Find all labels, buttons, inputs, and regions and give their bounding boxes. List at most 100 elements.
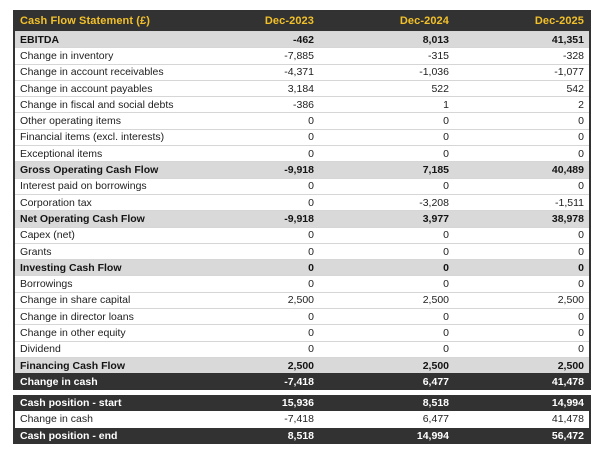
cell-value-dec-2024: 0 [443,278,449,291]
cell-value-dec-2023: 2,500 [287,359,314,372]
cell-value-dec-2023: -462 [292,33,314,46]
table-row: Corporation tax 0 -3,208 -1,511 [15,193,589,211]
cell-value-dec-2023: 0 [308,147,314,160]
cell-value-dec-2025: 38,978 [551,212,584,225]
table-row: Change in fiscal and social debts -386 1… [15,96,589,113]
cell-value-dec-2024: 0 [443,310,449,323]
cell-value-dec-2024: 7,185 [422,164,449,177]
cell-value-dec-2023: 15,936 [281,396,314,409]
table-row: Change in director loans 0 0 0 [15,308,589,325]
cell-value-dec-2024: 14,994 [416,429,449,442]
cell-value-dec-2025: 2,500 [557,294,584,307]
cell-value-dec-2023: 0 [308,180,314,193]
row-label: Change in share capital [20,294,131,307]
cash-flow-main-table: Cash Flow Statement (£) Dec-2023 Dec-202… [13,10,591,390]
row-label: Financing Cash Flow [20,359,126,372]
cell-value-dec-2025: 56,472 [551,429,584,442]
cell-value-dec-2024: 6,477 [422,375,449,388]
row-label: Change in account payables [20,82,153,95]
cell-value-dec-2024: 0 [443,131,449,144]
cell-value-dec-2023: 2,500 [287,294,314,307]
cell-value-dec-2023: 0 [308,196,314,209]
cell-value-dec-2023: -386 [292,98,314,111]
column-header-dec-2023: Dec-2023 [264,14,314,27]
cell-value-dec-2023: -9,918 [284,212,314,225]
row-label: Change in cash [20,413,93,426]
cell-value-dec-2023: 0 [308,131,314,144]
row-label: Change in director loans [20,310,134,323]
table-row: Cash position - end 8,518 14,994 56,472 [15,427,589,445]
cell-value-dec-2024: 0 [443,261,449,274]
cell-value-dec-2024: 0 [443,115,449,128]
table-row: Change in cash -7,418 6,477 41,478 [15,411,589,428]
row-label: Cash position - start [20,396,122,409]
row-label: Corporation tax [20,196,92,209]
cell-value-dec-2025: 41,478 [551,413,584,426]
cell-value-dec-2024: 3,977 [422,212,449,225]
cell-value-dec-2025: 0 [578,343,584,356]
cell-value-dec-2024: 0 [443,147,449,160]
table-row: Financial items (excl. interests) 0 0 0 [15,128,589,146]
row-label: EBITDA [20,33,60,46]
cell-value-dec-2025: 0 [578,245,584,258]
cell-value-dec-2024: -3,208 [419,196,449,209]
row-label: Change in fiscal and social debts [20,98,174,111]
cell-value-dec-2025: 0 [578,115,584,128]
cell-value-dec-2024: 2,500 [422,294,449,307]
table-row: Capex (net) 0 0 0 [15,226,589,243]
cell-value-dec-2024: 2,500 [422,359,449,372]
cell-value-dec-2024: 6,477 [422,413,449,426]
row-label: Financial items (excl. interests) [20,131,165,144]
row-label: Net Operating Cash Flow [20,212,145,225]
cell-value-dec-2024: 0 [443,245,449,258]
cell-value-dec-2024: 0 [443,343,449,356]
row-label: Change in account receivables [20,66,164,79]
cell-value-dec-2025: 41,351 [551,33,584,46]
cell-value-dec-2025: 0 [578,180,584,193]
cell-value-dec-2025: 0 [578,131,584,144]
cell-value-dec-2023: 0 [308,278,314,291]
table-row: Change in inventory -7,885 -315 -328 [15,47,589,64]
cell-value-dec-2023: -7,418 [284,375,314,388]
table-row: Net Operating Cash Flow -9,918 3,977 38,… [15,210,589,227]
cell-value-dec-2024: -1,036 [419,66,449,79]
table-row: Dividend 0 0 0 [15,340,589,357]
row-label: Other operating items [20,115,121,128]
column-header-dec-2024: Dec-2024 [399,14,449,27]
cell-value-dec-2023: 8,518 [287,429,314,442]
row-label: Dividend [20,343,61,356]
cell-value-dec-2024: 0 [443,326,449,339]
table-title: Cash Flow Statement (£) [20,14,151,27]
table-row: Cash position - start 15,936 8,518 14,99… [15,394,589,412]
cell-value-dec-2025: 0 [578,229,584,242]
cell-value-dec-2025: 40,489 [551,164,584,177]
section-divider [13,389,591,395]
cell-value-dec-2024: 8,013 [422,33,449,46]
cell-value-dec-2024: -315 [427,49,449,62]
table-row: Change in other equity 0 0 0 [15,324,589,341]
cell-value-dec-2023: -4,371 [284,66,314,79]
table-row: EBITDA -462 8,013 41,351 [15,31,589,48]
row-label: Exceptional items [20,147,103,160]
table-row: Change in cash -7,418 6,477 41,478 [15,373,589,390]
cash-flow-statement-table: Cash Flow Statement (£) Dec-2023 Dec-202… [13,10,591,445]
row-label: Gross Operating Cash Flow [20,164,159,177]
cell-value-dec-2023: 0 [308,115,314,128]
cell-value-dec-2023: -7,418 [284,413,314,426]
table-body: EBITDA -462 8,013 41,351 Change in inven… [15,31,589,390]
cell-value-dec-2023: 0 [308,261,314,274]
cell-value-dec-2025: 0 [578,310,584,323]
table-row: Change in account receivables -4,371 -1,… [15,63,589,80]
cell-value-dec-2025: -1,077 [554,66,584,79]
table-header-row: Cash Flow Statement (£) Dec-2023 Dec-202… [15,10,589,31]
cell-value-dec-2023: 0 [308,343,314,356]
table-row: Other operating items 0 0 0 [15,112,589,129]
table-row: Borrowings 0 0 0 [15,275,589,292]
cell-value-dec-2025: -1,511 [555,196,584,209]
table-row: Change in share capital 2,500 2,500 2,50… [15,291,589,309]
table-row: Gross Operating Cash Flow -9,918 7,185 4… [15,161,589,178]
row-label: Grants [20,245,52,258]
cell-value-dec-2025: 2,500 [557,359,584,372]
cell-value-dec-2023: 3,184 [287,82,314,95]
row-label: Capex (net) [20,229,75,242]
